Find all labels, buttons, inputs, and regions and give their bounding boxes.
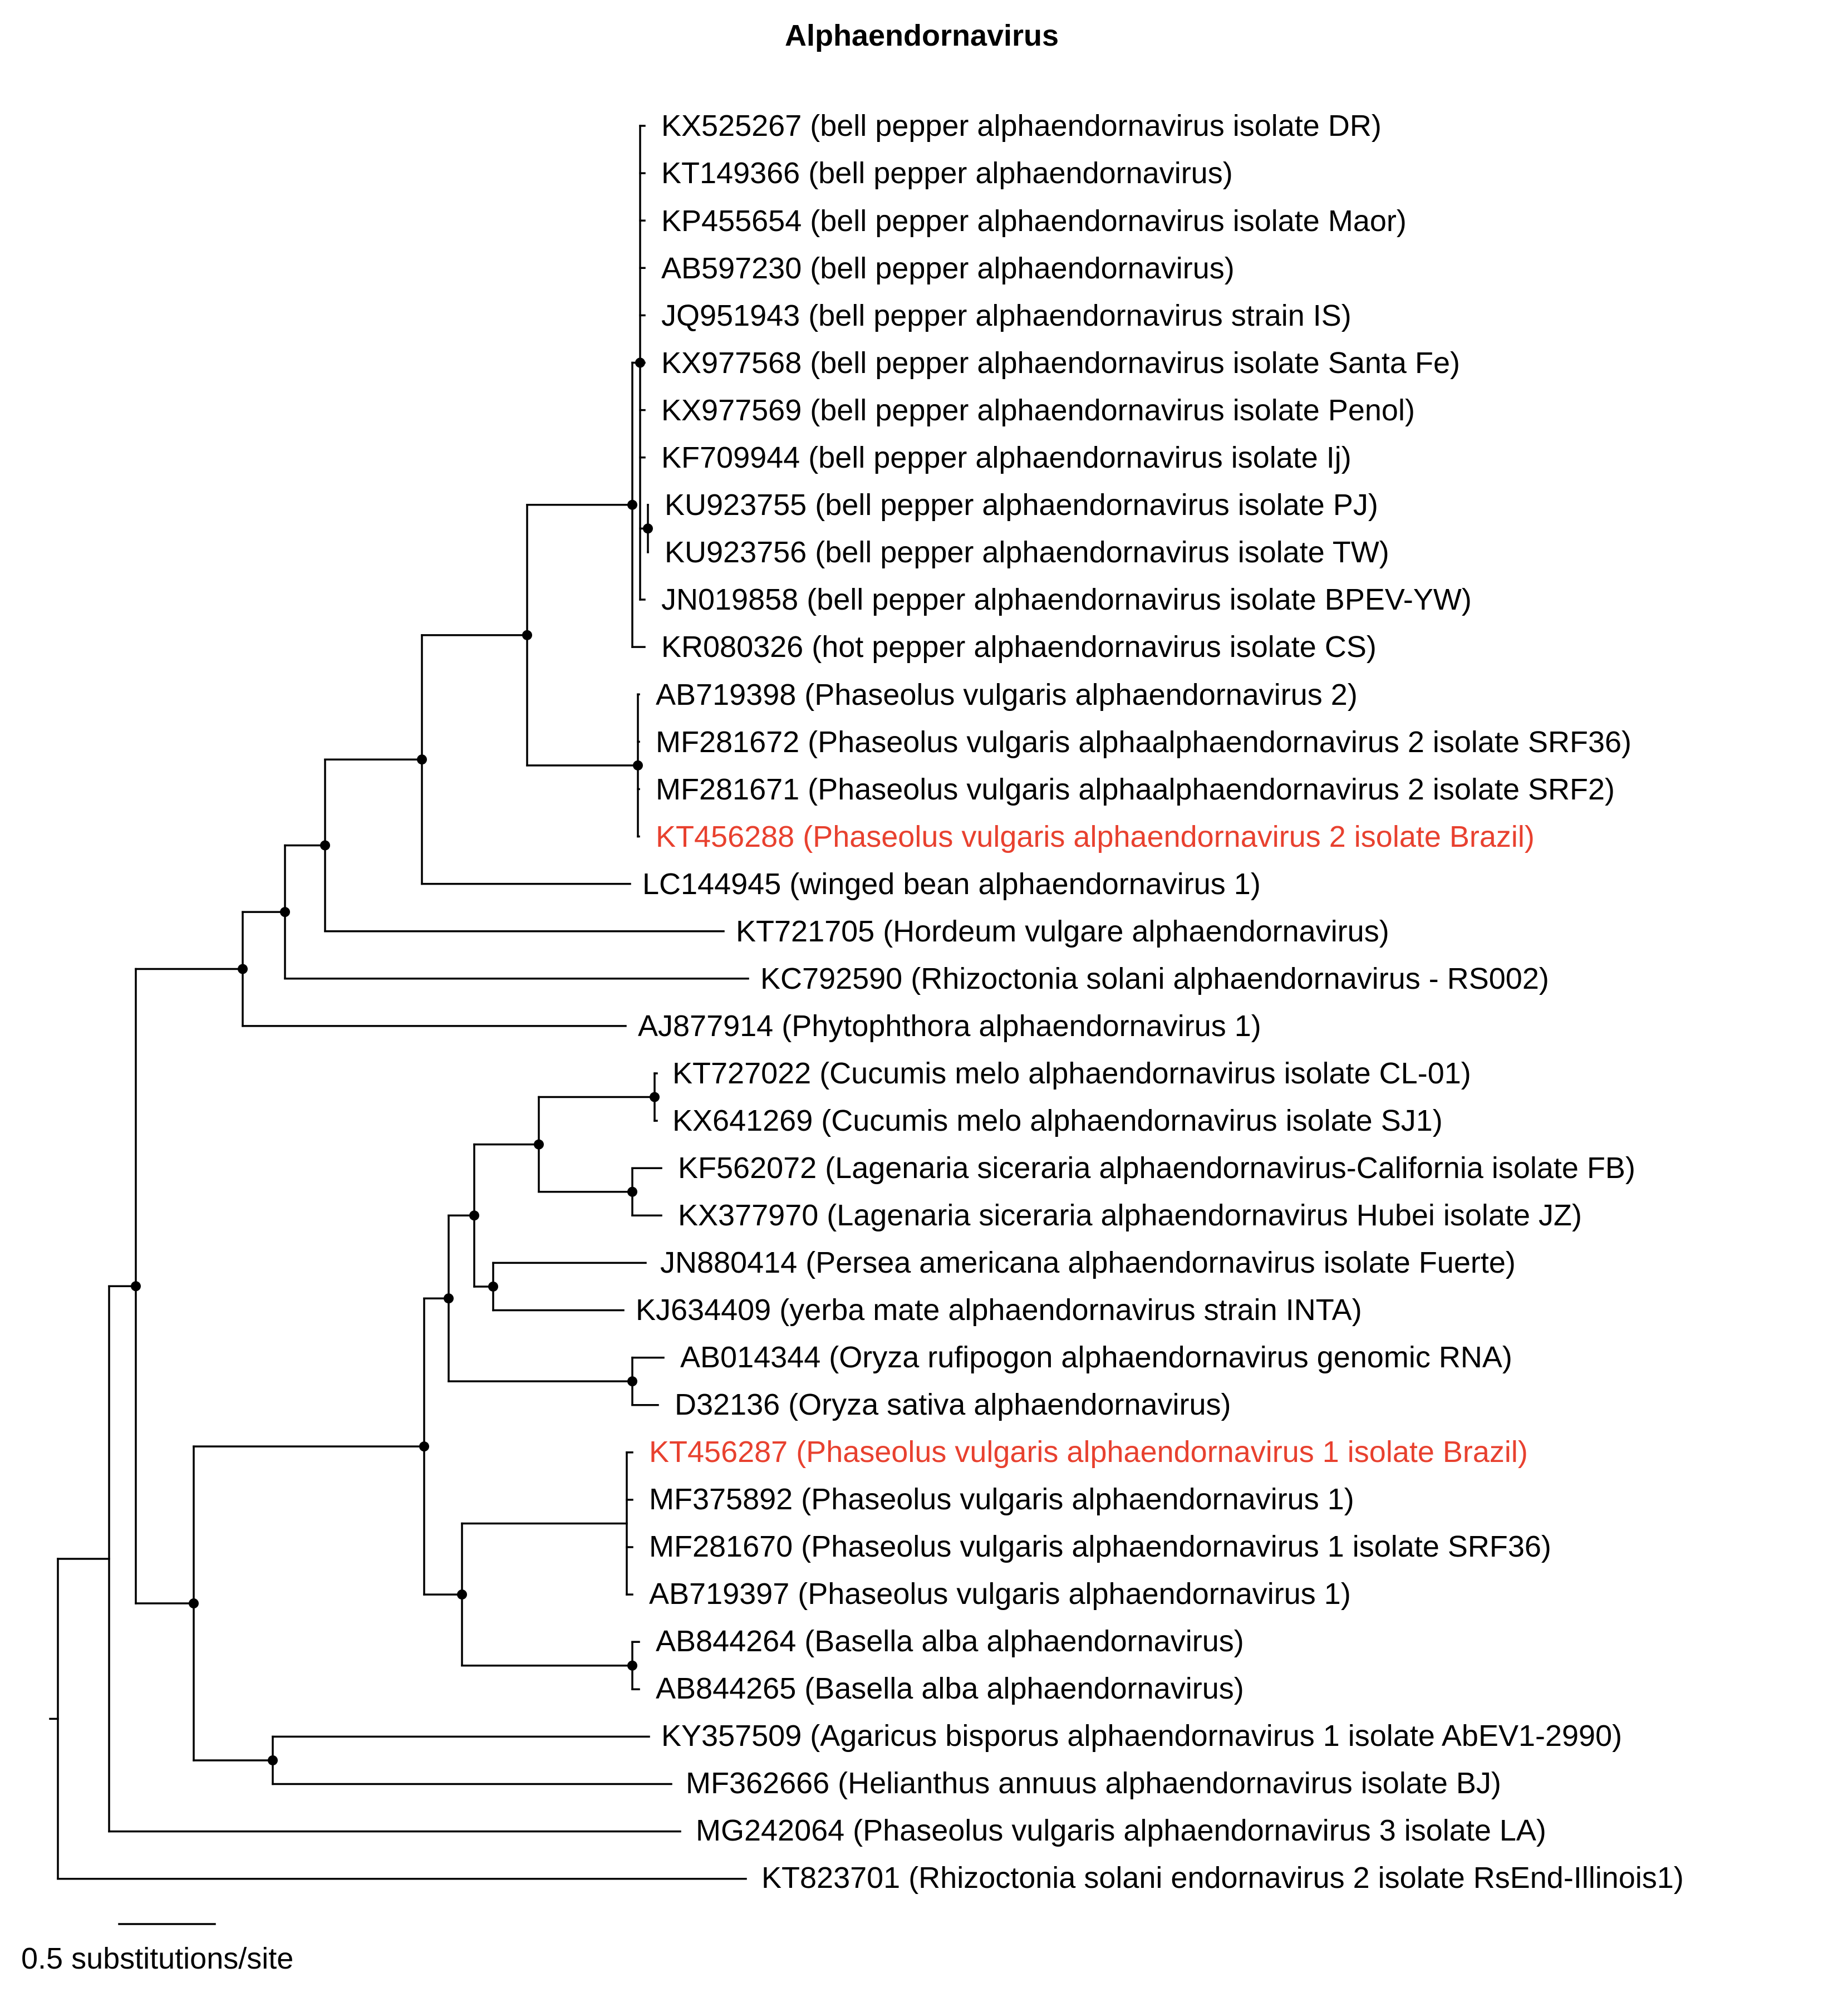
leaf-label: KX977569 (bell pepper alphaendornavirus … [661, 394, 1415, 427]
node-dot [238, 964, 248, 974]
node-dot [131, 1281, 141, 1292]
node-dot [627, 1186, 637, 1197]
node-dot [280, 907, 290, 917]
node-dot [268, 1755, 278, 1765]
node-dot [469, 1210, 479, 1221]
node-dot [417, 754, 427, 765]
leaf-label: KX377970 (Lagenaria siceraria alphaendor… [678, 1199, 1582, 1232]
node-dot [320, 840, 330, 851]
leaf-label: MF281670 (Phaseolus vulgaris alphaendorn… [649, 1530, 1551, 1563]
leaf-label: MF362666 (Helianthus annuus alphaendorna… [686, 1766, 1501, 1800]
node-dot [457, 1589, 467, 1600]
leaf-label: AJ877914 (Phytophthora alphaendornavirus… [638, 1009, 1261, 1043]
node-dot [189, 1598, 199, 1609]
leaf-label: JQ951943 (bell pepper alphaendornavirus … [661, 299, 1351, 332]
leaf-label: KF562072 (Lagenaria siceraria alphaendor… [678, 1151, 1635, 1185]
node-dot [444, 1293, 454, 1304]
leaf-label: KT727022 (Cucumis melo alphaendornavirus… [672, 1057, 1471, 1090]
leaf-label-highlighted: KT456287 (Phaseolus vulgaris alphaendorn… [649, 1435, 1528, 1469]
leaf-label: KU923756 (bell pepper alphaendornavirus … [665, 536, 1389, 569]
leaf-label: KU923755 (bell pepper alphaendornavirus … [665, 488, 1378, 522]
node-dot [650, 1092, 660, 1102]
scale-bar-label: 0.5 substitutions/site [21, 1942, 293, 1975]
leaf-label: LC144945 (winged bean alphaendornavirus … [642, 867, 1261, 901]
leaf-label: AB014344 (Oryza rufipogon alphaendornavi… [680, 1341, 1512, 1374]
leaf-label: AB719398 (Phaseolus vulgaris alphaendorn… [656, 678, 1358, 711]
leaf-label: AB844264 (Basella alba alphaendornavirus… [656, 1625, 1244, 1658]
leaf-label: KT721705 (Hordeum vulgare alphaendornavi… [736, 915, 1389, 948]
leaf-label: AB597230 (bell pepper alphaendornavirus) [661, 252, 1235, 285]
leaf-label: KT149366 (bell pepper alphaendornavirus) [661, 156, 1233, 190]
leaf-label: AB719397 (Phaseolus vulgaris alphaendorn… [649, 1577, 1351, 1611]
node-dot [627, 1660, 637, 1671]
leaf-label: D32136 (Oryza sativa alphaendornavirus) [675, 1388, 1231, 1421]
node-dot [643, 523, 653, 534]
leaf-label: JN880414 (Persea americana alphaendornav… [660, 1246, 1516, 1279]
node-dot [633, 760, 643, 771]
leaf-label: MF375892 (Phaseolus vulgaris alphaendorn… [649, 1483, 1354, 1516]
leaf-label: KP455654 (bell pepper alphaendornavirus … [661, 204, 1407, 238]
node-dot [534, 1139, 544, 1150]
leaf-label-highlighted: KT456288 (Phaseolus vulgaris alphaendorn… [656, 820, 1535, 853]
leaf-label: KF709944 (bell pepper alphaendornavirus … [661, 441, 1351, 474]
leaf-label: KX525267 (bell pepper alphaendornavirus … [661, 109, 1382, 143]
tree-title: Alphaendornavirus [785, 19, 1059, 52]
tree-branches [49, 125, 749, 1880]
leaf-label: MF281671 (Phaseolus vulgaris alphaalphae… [656, 773, 1615, 806]
node-dot [627, 499, 637, 510]
leaf-label: AB844265 (Basella alba alphaendornavirus… [656, 1672, 1244, 1705]
node-dot [627, 1376, 637, 1387]
leaf-label: KX641269 (Cucumis melo alphaendornavirus… [672, 1104, 1443, 1137]
node-dot [419, 1441, 429, 1452]
leaf-label: KJ634409 (yerba mate alphaendornavirus s… [636, 1293, 1362, 1327]
leaf-labels: KX525267 (bell pepper alphaendornavirus … [636, 109, 1684, 1895]
leaf-label: KY357509 (Agaricus bisporus alphaendorna… [661, 1719, 1622, 1753]
leaf-label: JN019858 (bell pepper alphaendornavirus … [661, 583, 1472, 616]
leaf-label: KX977568 (bell pepper alphaendornavirus … [661, 346, 1460, 380]
leaf-label: MF281672 (Phaseolus vulgaris alphaalphae… [656, 725, 1631, 759]
node-dot [488, 1281, 498, 1292]
leaf-label: KC792590 (Rhizoctonia solani alphaendorn… [760, 962, 1549, 995]
node-dot [635, 357, 645, 368]
leaf-label: MG242064 (Phaseolus vulgaris alphaendorn… [696, 1814, 1546, 1847]
node-dot [522, 630, 532, 640]
leaf-label: KT823701 (Rhizoctonia solani endornaviru… [761, 1861, 1684, 1895]
leaf-label: KR080326 (hot pepper alphaendornavirus i… [661, 630, 1377, 664]
node-markers [131, 357, 660, 1765]
